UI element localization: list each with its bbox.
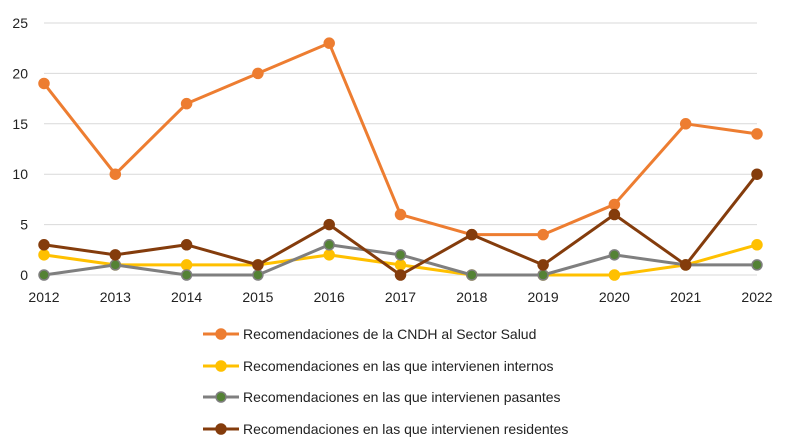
x-tick-label: 2020 bbox=[599, 289, 630, 305]
data-point bbox=[751, 128, 763, 140]
series-4 bbox=[38, 168, 763, 281]
data-point bbox=[180, 259, 193, 271]
legend-item: Recomendaciones en las que intervienen r… bbox=[203, 421, 568, 437]
data-point bbox=[608, 249, 621, 261]
data-point bbox=[679, 118, 692, 130]
x-tick-label: 2012 bbox=[28, 289, 59, 305]
legend-item: Recomendaciones de la CNDH al Sector Sal… bbox=[203, 326, 536, 342]
series-line bbox=[42, 41, 758, 237]
series-group bbox=[38, 37, 763, 281]
legend-item: Recomendaciones en las que intervienen i… bbox=[203, 358, 554, 374]
y-tick-label: 20 bbox=[12, 65, 28, 81]
data-point bbox=[180, 269, 193, 281]
gridlines bbox=[44, 22, 757, 276]
x-tick-label: 2013 bbox=[100, 289, 131, 305]
data-point bbox=[394, 249, 407, 261]
data-point bbox=[252, 269, 264, 281]
data-point bbox=[537, 269, 549, 281]
data-point bbox=[38, 77, 50, 90]
data-point bbox=[608, 198, 621, 211]
data-point bbox=[323, 239, 335, 251]
legend: Recomendaciones de la CNDH al Sector Sal… bbox=[203, 326, 568, 437]
data-point bbox=[537, 228, 549, 241]
data-point bbox=[323, 37, 335, 49]
data-point bbox=[180, 239, 193, 251]
x-tick-label: 2017 bbox=[385, 289, 416, 305]
data-point bbox=[466, 269, 478, 281]
data-point bbox=[252, 259, 264, 271]
x-tick-label: 2018 bbox=[456, 289, 487, 305]
y-tick-label: 15 bbox=[12, 116, 28, 132]
legend-marker bbox=[215, 423, 227, 435]
data-point bbox=[394, 269, 407, 281]
y-tick-label: 0 bbox=[20, 267, 28, 283]
data-point bbox=[38, 249, 50, 261]
y-tick-label: 5 bbox=[20, 217, 28, 233]
x-axis-ticks: 2012 2013 2014 2015 2016 2017 2018 2019 2020 2021… bbox=[28, 289, 772, 305]
x-tick-label: 2016 bbox=[314, 289, 345, 305]
legend-marker bbox=[215, 391, 227, 403]
x-tick-label: 2015 bbox=[242, 289, 273, 305]
data-point bbox=[751, 239, 763, 251]
legend-item: Recomendaciones en las que intervienen p… bbox=[203, 389, 561, 405]
x-tick-label: 2022 bbox=[741, 289, 772, 305]
data-point bbox=[109, 259, 122, 271]
data-point bbox=[109, 249, 122, 261]
data-point bbox=[608, 208, 621, 221]
data-point bbox=[109, 168, 122, 180]
data-point bbox=[394, 208, 407, 221]
data-point bbox=[38, 239, 50, 251]
data-point bbox=[180, 97, 193, 110]
y-tick-label: 25 bbox=[12, 15, 28, 31]
legend-label: Recomendaciones en las que intervienen p… bbox=[243, 389, 561, 405]
data-point bbox=[38, 269, 50, 281]
x-tick-label: 2021 bbox=[670, 289, 701, 305]
data-point bbox=[323, 249, 335, 261]
data-point bbox=[751, 259, 763, 271]
data-point bbox=[608, 269, 621, 281]
x-tick-label: 2014 bbox=[171, 289, 202, 305]
data-point bbox=[394, 259, 407, 271]
y-tick-label: 10 bbox=[12, 166, 28, 182]
data-point bbox=[751, 168, 763, 180]
legend-marker bbox=[215, 328, 227, 340]
y-axis-ticks: 0 5 10 15 20 25 bbox=[12, 15, 28, 283]
legend-label: Recomendaciones en las que intervienen i… bbox=[243, 358, 554, 374]
legend-label: Recomendaciones de la CNDH al Sector Sal… bbox=[243, 326, 536, 342]
data-point bbox=[252, 67, 264, 80]
series-3 bbox=[38, 239, 763, 281]
legend-label: Recomendaciones en las que intervienen r… bbox=[243, 421, 568, 437]
legend-marker bbox=[215, 360, 227, 372]
data-point bbox=[679, 259, 692, 271]
data-point bbox=[323, 218, 335, 231]
data-point bbox=[466, 228, 478, 241]
data-point bbox=[537, 259, 549, 271]
x-tick-label: 2019 bbox=[528, 289, 559, 305]
series-1 bbox=[38, 37, 763, 241]
